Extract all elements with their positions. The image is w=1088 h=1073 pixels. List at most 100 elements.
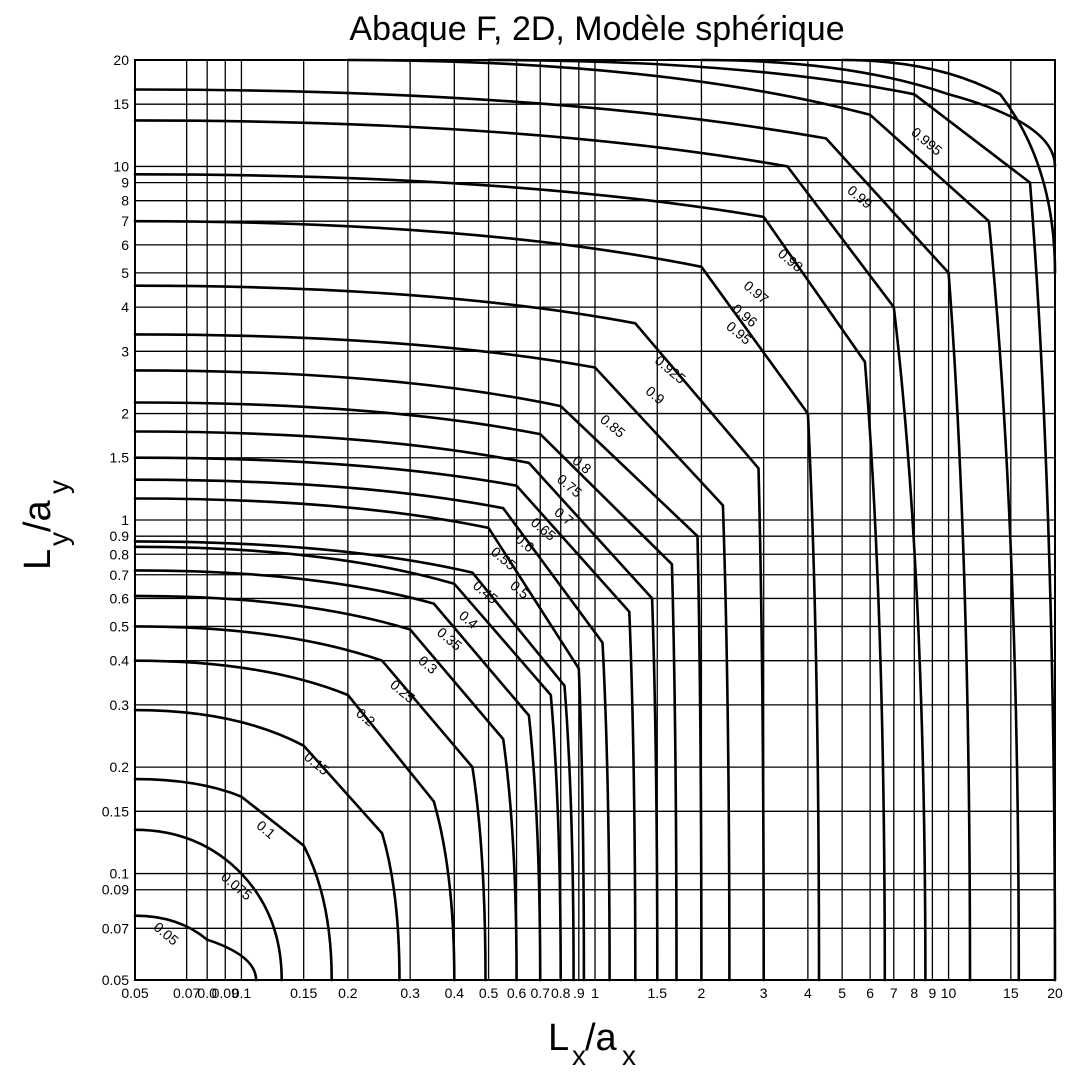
y-tick-label: 15: [113, 96, 129, 112]
x-tick-label: 0.2: [338, 985, 358, 1001]
contour-line-0.2: [133, 659, 456, 982]
contour-line-0.96: [133, 88, 972, 982]
contour-label: 0.8: [569, 452, 594, 477]
contour-line-0.85: [133, 284, 765, 982]
contour-label: 0.97: [741, 277, 772, 307]
y-tick-label: 1.5: [110, 450, 130, 466]
x-tick-label: 9: [928, 985, 936, 1001]
y-tick-label: 0.09: [102, 882, 129, 898]
y-tick-label: 0.6: [110, 590, 130, 606]
x-axis-label-sub1: x: [572, 1040, 586, 1071]
contour-line-0.35: [133, 569, 542, 982]
x-tick-label: 0.5: [479, 985, 499, 1001]
y-tick-label: 6: [121, 237, 129, 253]
contour-line-0.45: [133, 540, 575, 982]
contour-lines: [133, 58, 1057, 982]
x-axis-label-slash: /a: [585, 1017, 618, 1059]
y-tick-label: 3: [121, 343, 129, 359]
contour-line-0.925: [133, 173, 887, 982]
contour-label: 0.3: [415, 652, 440, 677]
tick-labels: 0.05 0.070.00.090.1 0.15 0.2 0.3 0.4 0.5 0.6 0.7…: [102, 52, 1063, 1001]
x-tick-label: 1.5: [648, 985, 668, 1001]
y-tick-label: 9: [121, 175, 129, 191]
contour-label: 0.85: [597, 411, 628, 441]
x-tick-label: 1: [591, 985, 599, 1001]
x-tick-label: 6: [866, 985, 874, 1001]
y-tick-label: 0.2: [110, 759, 130, 775]
contour-line-0.97: [346, 58, 1021, 982]
contour-label: 0.2: [353, 705, 378, 730]
contour-line-0.6: [133, 456, 637, 982]
y-tick-label: 0.8: [110, 546, 130, 562]
x-tick-label: 7: [890, 985, 898, 1001]
y-axis-label: L y /a y: [17, 480, 74, 570]
contour-line-0.9: [133, 219, 821, 982]
plot-frame: [134, 59, 1056, 981]
grid: [134, 59, 1056, 981]
contour-line-0.95: [133, 119, 927, 982]
y-tick-label: 0.5: [110, 618, 130, 634]
x-tick-label: 0.09: [212, 985, 239, 1001]
y-tick-label: 2: [121, 406, 129, 422]
x-tick-label: 3: [760, 985, 768, 1001]
contour-label: 0.25: [387, 676, 418, 706]
x-axis-label-main: L: [548, 1017, 569, 1059]
contour-line-0.25: [133, 625, 487, 982]
y-tick-label: 0.15: [102, 803, 129, 819]
contour-label: 0.1: [254, 817, 279, 842]
x-tick-label: 0.6: [507, 985, 527, 1001]
y-axis-label-sub1: y: [43, 532, 74, 546]
y-tick-label: 0.05: [102, 972, 129, 988]
y-tick-label: 0.1: [110, 866, 130, 882]
contour-line-0.55: [133, 478, 611, 982]
chart-title: Abaque F, 2D, Modèle sphérique: [349, 10, 844, 48]
x-tick-label: 15: [1003, 985, 1019, 1001]
x-tick-label: 10: [941, 985, 957, 1001]
x-tick-label: 8: [910, 985, 918, 1001]
x-tick-label: .9: [573, 985, 585, 1001]
contour-line-0.05: [133, 914, 258, 982]
y-tick-label: 0.4: [110, 653, 130, 669]
x-tick-label: 0.1: [232, 985, 252, 1001]
y-axis-label-slash: /a: [17, 499, 59, 532]
contour-line-0.3: [133, 594, 518, 982]
x-tick-label: 0.15: [290, 985, 317, 1001]
contour-line-0.075: [133, 828, 283, 982]
contour-label: 0.35: [434, 624, 465, 654]
y-tick-label: 1: [121, 512, 129, 528]
y-axis-label-sub2: y: [43, 480, 74, 494]
contour-line-0.1: [133, 777, 333, 982]
contour-line-0.8: [133, 333, 731, 982]
contour-line-0.65: [133, 430, 659, 982]
y-tick-label: 8: [121, 193, 129, 209]
y-tick-label: 0.9: [110, 528, 130, 544]
contour-line-0.4: [133, 545, 562, 982]
contour-line-0.15: [133, 708, 401, 982]
x-tick-label: 0.4: [445, 985, 465, 1001]
x-tick-label: 2: [698, 985, 706, 1001]
contour-line-0.7: [133, 401, 678, 982]
y-tick-label: 0.3: [110, 697, 130, 713]
y-axis-label-main: L: [17, 549, 59, 570]
contour-line-0.98: [487, 58, 1057, 982]
x-tick-label: 0.07: [173, 985, 200, 1001]
x-tick-label: 5: [838, 985, 846, 1001]
x-axis-label-sub2: x: [622, 1040, 636, 1071]
contour-line-0.99: [700, 58, 1057, 168]
x-tick-label: 0.8: [551, 985, 571, 1001]
x-axis-label: L x /a x: [548, 1017, 636, 1071]
x-tick-label: 0.7: [530, 985, 550, 1001]
x-tick-label: 4: [804, 985, 812, 1001]
contour-line-0.995: [840, 58, 1057, 275]
contour-line-0.75: [133, 369, 703, 982]
y-tick-label: 7: [121, 213, 129, 229]
y-tick-label: 0.07: [102, 920, 129, 936]
x-tick-label: 0.3: [400, 985, 420, 1001]
y-tick-label: 5: [121, 265, 129, 281]
x-tick-label: 20: [1047, 985, 1063, 1001]
y-tick-label: 10: [113, 158, 129, 174]
x-tick-label: 0.05: [121, 985, 148, 1001]
contour-label: 0.7: [551, 504, 576, 529]
y-tick-label: 4: [121, 299, 129, 315]
